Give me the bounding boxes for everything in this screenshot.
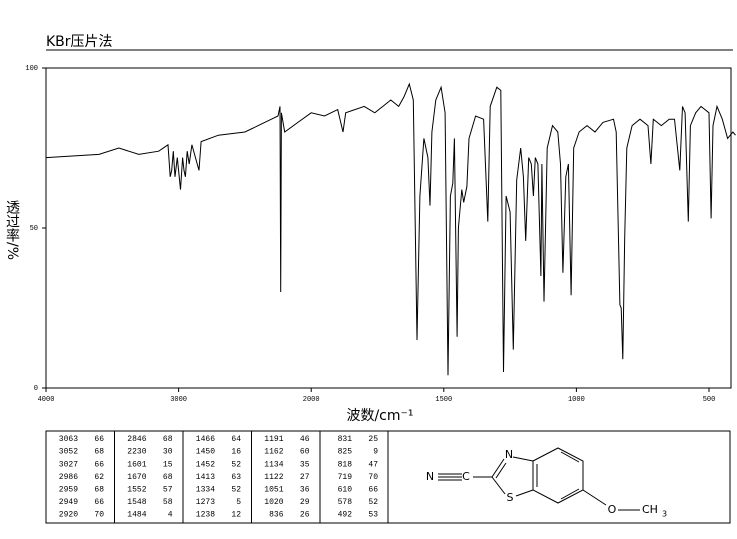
y-tick-label: 100	[25, 65, 38, 73]
peak-transmittance: 15	[163, 460, 173, 469]
peak-transmittance: 70	[94, 511, 104, 520]
peak-wavenumber: 492	[338, 511, 353, 520]
peak-transmittance: 52	[368, 498, 378, 507]
x-axis-label: 波数/cm⁻¹	[346, 408, 413, 424]
peak-wavenumber: 2949	[59, 498, 78, 507]
peak-wavenumber: 1020	[264, 498, 283, 507]
atom-label: S	[507, 491, 514, 504]
peak-transmittance: 62	[94, 473, 104, 482]
peak-transmittance: 52	[231, 486, 241, 495]
peak-transmittance: 36	[300, 486, 310, 495]
peak-wavenumber: 1122	[264, 473, 283, 482]
peak-wavenumber: 1552	[127, 486, 146, 495]
peak-wavenumber: 2846	[127, 435, 146, 444]
atom-label: C	[462, 470, 470, 483]
atom-label: N	[426, 470, 434, 483]
peak-wavenumber: 1452	[196, 460, 215, 469]
peak-wavenumber: 1238	[196, 511, 215, 520]
peak-wavenumber: 3027	[59, 460, 78, 469]
peak-wavenumber: 1450	[196, 448, 215, 457]
peak-wavenumber: 818	[338, 460, 353, 469]
peak-transmittance: 64	[231, 435, 241, 444]
plot-frame	[45, 67, 732, 389]
x-tick-label: 4000	[38, 396, 55, 404]
x-tick-label: 500	[703, 396, 716, 404]
peak-transmittance: 63	[231, 473, 241, 482]
peak-transmittance: 29	[300, 498, 310, 507]
peak-transmittance: 68	[94, 448, 104, 457]
peak-transmittance: 58	[163, 498, 173, 507]
peak-wavenumber: 610	[338, 486, 353, 495]
peak-wavenumber: 825	[338, 448, 353, 457]
peak-wavenumber: 1601	[127, 460, 146, 469]
y-axis-label: 透过率/%	[4, 200, 20, 260]
peak-wavenumber: 1162	[264, 448, 283, 457]
peak-wavenumber: 1273	[196, 498, 215, 507]
peak-wavenumber: 1051	[264, 486, 283, 495]
peak-transmittance: 66	[94, 435, 104, 444]
peak-wavenumber: 3052	[59, 448, 78, 457]
peak-wavenumber: 2959	[59, 486, 78, 495]
peak-wavenumber: 2920	[59, 511, 78, 520]
peak-wavenumber: 719	[338, 473, 353, 482]
peak-transmittance: 60	[300, 448, 310, 457]
peak-transmittance: 9	[373, 448, 378, 457]
x-tick-label: 1000	[568, 396, 585, 404]
peak-wavenumber: 2230	[127, 448, 146, 457]
peak-wavenumber: 578	[338, 498, 353, 507]
peak-transmittance: 66	[94, 460, 104, 469]
peak-transmittance: 57	[163, 486, 173, 495]
peak-transmittance: 27	[300, 473, 310, 482]
peak-wavenumber: 1670	[127, 473, 146, 482]
spectrum-line	[45, 82, 736, 376]
peak-transmittance: 53	[368, 511, 378, 520]
atom-label: N	[505, 448, 513, 461]
peak-transmittance: 47	[368, 460, 378, 469]
peak-transmittance: 26	[300, 511, 310, 520]
chart-title: KBr压片法	[46, 34, 113, 50]
peak-transmittance: 5	[236, 498, 241, 507]
x-tick-label: 2000	[303, 396, 320, 404]
peak-transmittance: 68	[163, 435, 173, 444]
peak-transmittance: 52	[231, 460, 241, 469]
peak-transmittance: 66	[368, 486, 378, 495]
peak-transmittance: 12	[231, 511, 241, 520]
y-tick-label: 50	[30, 225, 38, 233]
peak-wavenumber: 2986	[59, 473, 78, 482]
peak-transmittance: 16	[231, 448, 241, 457]
peak-transmittance: 35	[300, 460, 310, 469]
peak-wavenumber: 1191	[264, 435, 283, 444]
peak-wavenumber: 831	[338, 435, 353, 444]
peak-wavenumber: 1134	[264, 460, 283, 469]
peak-wavenumber: 1413	[196, 473, 215, 482]
y-tick-label: 0	[34, 385, 38, 393]
peak-transmittance: 68	[94, 486, 104, 495]
peak-transmittance: 66	[94, 498, 104, 507]
peak-wavenumber: 1466	[196, 435, 215, 444]
peak-transmittance: 68	[163, 473, 173, 482]
peak-transmittance: 25	[368, 435, 378, 444]
atom-label: CH	[642, 503, 658, 516]
peak-wavenumber: 1548	[127, 498, 146, 507]
peak-transmittance: 4	[168, 511, 173, 520]
structure-bonds	[438, 447, 640, 511]
atom-subscript: 3	[662, 510, 667, 519]
peak-wavenumber: 1484	[127, 511, 146, 520]
peak-wavenumber: 1334	[196, 486, 215, 495]
x-tick-label: 1500	[435, 396, 452, 404]
peak-transmittance: 70	[368, 473, 378, 482]
peak-wavenumber: 3063	[59, 435, 78, 444]
x-tick-label: 3000	[170, 396, 187, 404]
atom-label: O	[608, 503, 617, 516]
peak-wavenumber: 836	[269, 511, 284, 520]
peak-transmittance: 30	[163, 448, 173, 457]
peak-transmittance: 46	[300, 435, 310, 444]
